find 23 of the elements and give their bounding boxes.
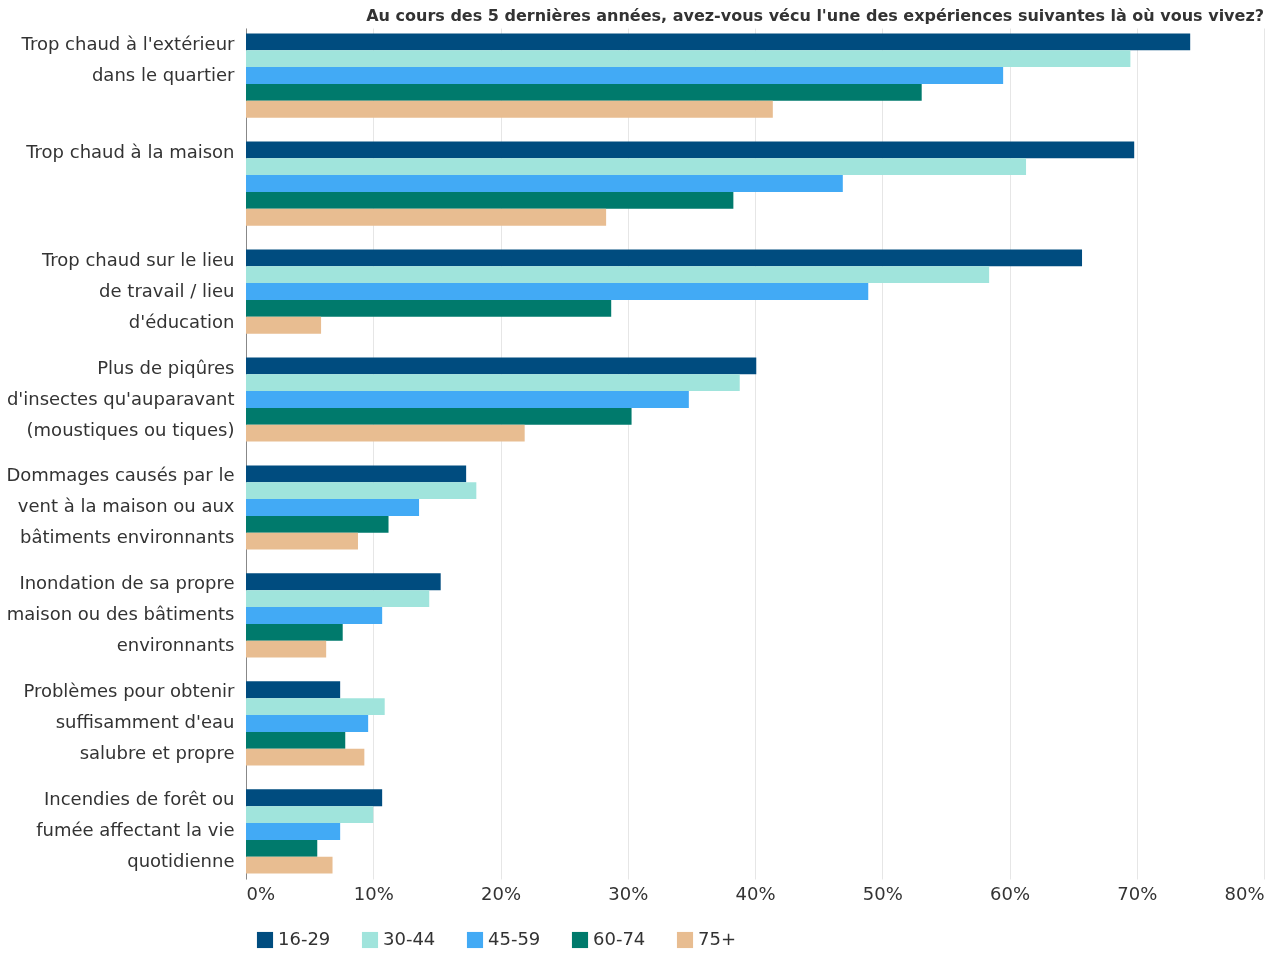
- x-tick-label: 70%: [1117, 882, 1158, 904]
- x-tick-label: 30%: [608, 882, 649, 904]
- legend-label: 45-59: [488, 928, 541, 949]
- x-tick-label: 0%: [246, 882, 276, 904]
- y-tick-label: Trop chaud à l'extérieur dans le quartier: [20, 32, 236, 85]
- x-tick-label: 50%: [862, 882, 903, 904]
- legend-label: 30-44: [383, 928, 436, 949]
- y-tick-label: Incendies de forêt ou fumée affectant la vie quotidienne: [36, 788, 235, 872]
- x-tick-label: 80%: [1224, 882, 1265, 904]
- legend-label: 75+: [698, 928, 736, 949]
- legend-label: 60-74: [593, 928, 646, 949]
- y-tick-label: Inondation de sa propre maison ou des bâtiments environnants: [6, 572, 235, 656]
- y-tick-label: Plus de piqûres d'insectes qu'auparavant (moustiques ou tiques): [6, 356, 235, 440]
- x-tick-label: 60%: [989, 882, 1031, 904]
- x-tick-label: 10%: [353, 882, 394, 904]
- legend-label: 16-29: [278, 928, 331, 949]
- y-tick-label: Trop chaud sur le lieu de travail / lieu d'éducation: [40, 248, 235, 332]
- y-tick-label: Problèmes pour obtenir suffisamment d'eau salubre et propre: [23, 680, 236, 764]
- chart-title: Au cours des 5 dernières années, avez-vous vécu l'une des expériences suivantes là où vous vivez?: [366, 6, 1264, 25]
- x-tick-label: 40%: [735, 882, 776, 904]
- y-tick-label: Trop chaud à la maison: [25, 140, 235, 162]
- y-tick-label: Dommages causés par le vent à la maison ou aux bâtiments environnants: [6, 464, 235, 548]
- x-tick-label: 20%: [480, 882, 522, 904]
